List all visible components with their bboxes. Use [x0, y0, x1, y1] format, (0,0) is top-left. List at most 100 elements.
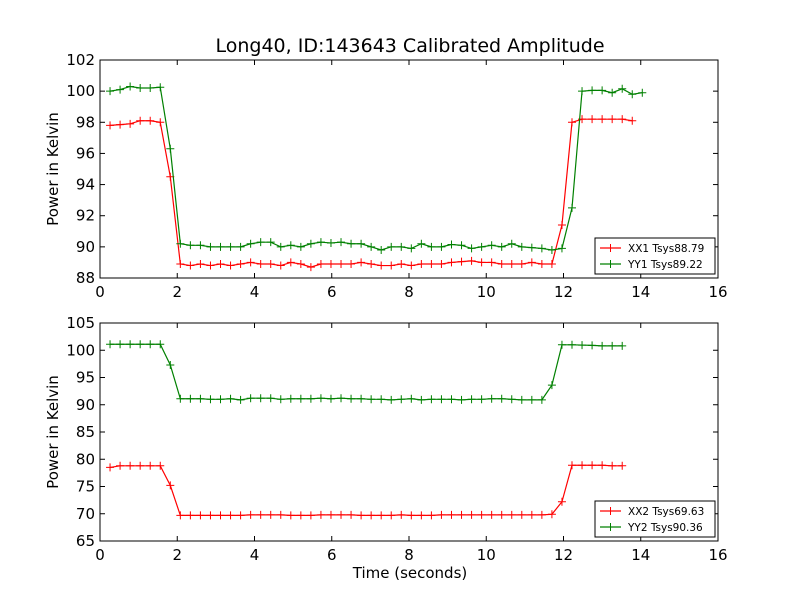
- data-point-1-1-24: [337, 259, 346, 268]
- data-point-2-1-51: [608, 461, 617, 470]
- data-point-1-1-49: [588, 115, 597, 124]
- data-point-1-2-25: [347, 239, 356, 248]
- data-point-1-2-30: [397, 242, 406, 251]
- data-point-1-2-35: [447, 240, 456, 249]
- data-point-2-2-22: [316, 394, 325, 403]
- y-tick-label-2-5: 85: [76, 423, 95, 441]
- data-point-1-2-10: [196, 241, 205, 250]
- data-point-1-1-52: [618, 115, 627, 124]
- data-point-2-1-16: [256, 510, 265, 519]
- data-point-2-2-40: [497, 394, 506, 403]
- data-point-2-1-49: [588, 461, 597, 470]
- y-tick-label-1-2: 90: [76, 238, 95, 256]
- data-point-2-1-8: [176, 511, 185, 520]
- data-point-2-2-10: [196, 394, 205, 403]
- x-tick-label-1-7: 12: [554, 283, 573, 301]
- data-point-1-2-11: [206, 242, 215, 251]
- legend-label-2-1: XX2 Tsys69.63: [628, 506, 704, 518]
- data-point-2-1-38: [477, 510, 486, 519]
- data-point-2-1-33: [427, 511, 436, 520]
- data-point-1-1-46: [557, 221, 566, 230]
- data-point-2-2-23: [326, 394, 335, 403]
- data-point-1-1-3: [126, 119, 135, 128]
- y-tick-label-2-1: 65: [76, 532, 95, 550]
- data-point-1-2-50: [598, 86, 607, 95]
- data-point-1-2-45: [547, 245, 556, 254]
- data-point-2-1-11: [206, 511, 215, 520]
- data-point-1-1-30: [397, 259, 406, 268]
- data-point-2-1-39: [487, 510, 496, 519]
- x-tick-label-2-7: 12: [554, 546, 573, 564]
- legend-marker-1-2: [606, 260, 615, 268]
- x-tick-label-1-3: 4: [250, 283, 260, 301]
- data-point-1-1-1: [106, 121, 115, 130]
- data-point-1-1-19: [286, 258, 295, 267]
- x-tick-label-1-6: 10: [477, 283, 496, 301]
- data-point-1-1-29: [387, 261, 396, 270]
- legend-marker-1-1: [606, 244, 615, 252]
- data-point-2-2-12: [216, 395, 225, 404]
- data-point-2-2-5: [146, 340, 155, 349]
- legend-label-2-2: YY2 Tsys90.36: [627, 522, 703, 534]
- y-tick-label-1-4: 94: [76, 176, 95, 194]
- data-point-2-2-27: [367, 395, 376, 404]
- data-point-2-1-6: [156, 461, 165, 470]
- data-point-1-2-7: [166, 144, 175, 153]
- data-point-1-1-36: [457, 257, 466, 266]
- data-point-1-2-16: [256, 238, 265, 247]
- x-tick-label-2-3: 4: [250, 546, 260, 564]
- data-point-2-1-22: [316, 510, 325, 519]
- data-point-2-1-13: [226, 511, 235, 520]
- legend-marker-2-2: [606, 523, 615, 531]
- data-point-2-2-11: [206, 395, 215, 404]
- data-point-2-2-8: [176, 394, 185, 403]
- data-point-1-2-42: [517, 242, 526, 251]
- data-point-1-1-38: [477, 258, 486, 267]
- data-point-1-1-33: [427, 259, 436, 268]
- data-point-2-2-21: [306, 394, 315, 403]
- data-point-2-2-3: [126, 340, 135, 349]
- data-point-1-1-31: [407, 261, 416, 270]
- data-point-1-2-24: [337, 238, 346, 247]
- data-point-1-2-39: [487, 241, 496, 250]
- data-point-1-2-47: [567, 203, 576, 212]
- data-point-2-1-47: [567, 461, 576, 470]
- data-point-1-1-20: [296, 259, 305, 268]
- data-point-1-2-53: [628, 90, 637, 99]
- data-point-1-2-46: [557, 244, 566, 253]
- data-point-2-1-42: [517, 510, 526, 519]
- data-point-1-2-15: [246, 239, 255, 248]
- data-point-2-1-31: [407, 511, 416, 520]
- y-tick-label-1-5: 96: [76, 144, 95, 162]
- data-point-1-1-45: [547, 259, 556, 268]
- top-y-axis-label: Power in Kelvin: [44, 112, 62, 226]
- data-point-1-1-5: [146, 116, 155, 125]
- data-point-1-1-42: [517, 259, 526, 268]
- data-point-2-1-1: [106, 463, 115, 472]
- data-point-1-1-17: [266, 259, 275, 268]
- data-point-1-1-8: [176, 259, 185, 268]
- x-axis-label: Time (seconds): [352, 564, 468, 582]
- data-point-2-2-1: [106, 340, 115, 349]
- x-tick-label-2-2: 2: [172, 546, 182, 564]
- data-point-1-1-51: [608, 115, 617, 124]
- data-point-2-1-27: [367, 511, 376, 520]
- legend-2: XX2 Tsys69.63 YY2 Tsys90.36: [594, 500, 716, 538]
- y-tick-label-1-7: 100: [66, 82, 95, 100]
- data-point-1-2-3: [126, 82, 135, 91]
- data-point-1-2-13: [226, 242, 235, 251]
- data-point-1-1-15: [246, 258, 255, 267]
- data-point-2-1-52: [618, 461, 627, 470]
- data-point-2-2-41: [507, 395, 516, 404]
- data-point-2-2-17: [266, 394, 275, 403]
- data-point-1-1-10: [196, 259, 205, 268]
- data-point-1-2-48: [578, 87, 587, 96]
- y-tick-label-2-6: 90: [76, 396, 95, 414]
- data-point-1-2-43: [527, 243, 536, 252]
- data-point-1-2-31: [407, 244, 416, 253]
- data-point-2-2-32: [417, 395, 426, 404]
- data-point-1-2-1: [106, 87, 115, 96]
- data-point-1-1-34: [437, 259, 446, 268]
- x-tick-label-2-1: 0: [95, 546, 105, 564]
- data-point-2-2-18: [276, 395, 285, 404]
